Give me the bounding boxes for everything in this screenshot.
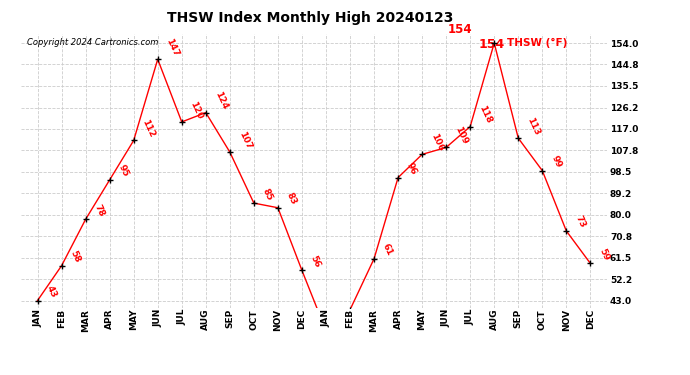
Text: 56: 56 <box>309 254 322 269</box>
Text: 95: 95 <box>117 163 130 178</box>
Text: 61: 61 <box>381 242 395 257</box>
Text: 107: 107 <box>237 130 253 151</box>
Text: THSW (°F): THSW (°F) <box>507 38 568 48</box>
Text: 112: 112 <box>141 118 157 139</box>
Text: 73: 73 <box>573 214 586 230</box>
Text: 147: 147 <box>165 37 181 58</box>
Text: 58: 58 <box>68 249 82 264</box>
Text: THSW Index Monthly High 20240123: THSW Index Monthly High 20240123 <box>167 11 454 25</box>
Text: 120: 120 <box>188 100 205 120</box>
Text: 30: 30 <box>0 374 1 375</box>
Text: 96: 96 <box>405 161 419 176</box>
Text: 59: 59 <box>598 247 611 262</box>
Text: 154: 154 <box>478 38 504 51</box>
Text: 113: 113 <box>525 116 541 137</box>
Text: 109: 109 <box>453 125 469 146</box>
Text: 99: 99 <box>549 154 563 169</box>
Text: Copyright 2024 Cartronics.com: Copyright 2024 Cartronics.com <box>26 38 158 47</box>
Text: 43: 43 <box>44 284 58 299</box>
Text: 118: 118 <box>477 104 493 125</box>
Text: 83: 83 <box>285 191 298 206</box>
Text: 106: 106 <box>429 132 445 153</box>
Text: 85: 85 <box>261 187 274 202</box>
Text: 124: 124 <box>213 90 229 111</box>
Text: 154: 154 <box>447 23 472 36</box>
Text: 39: 39 <box>0 374 1 375</box>
Text: 78: 78 <box>92 203 106 218</box>
